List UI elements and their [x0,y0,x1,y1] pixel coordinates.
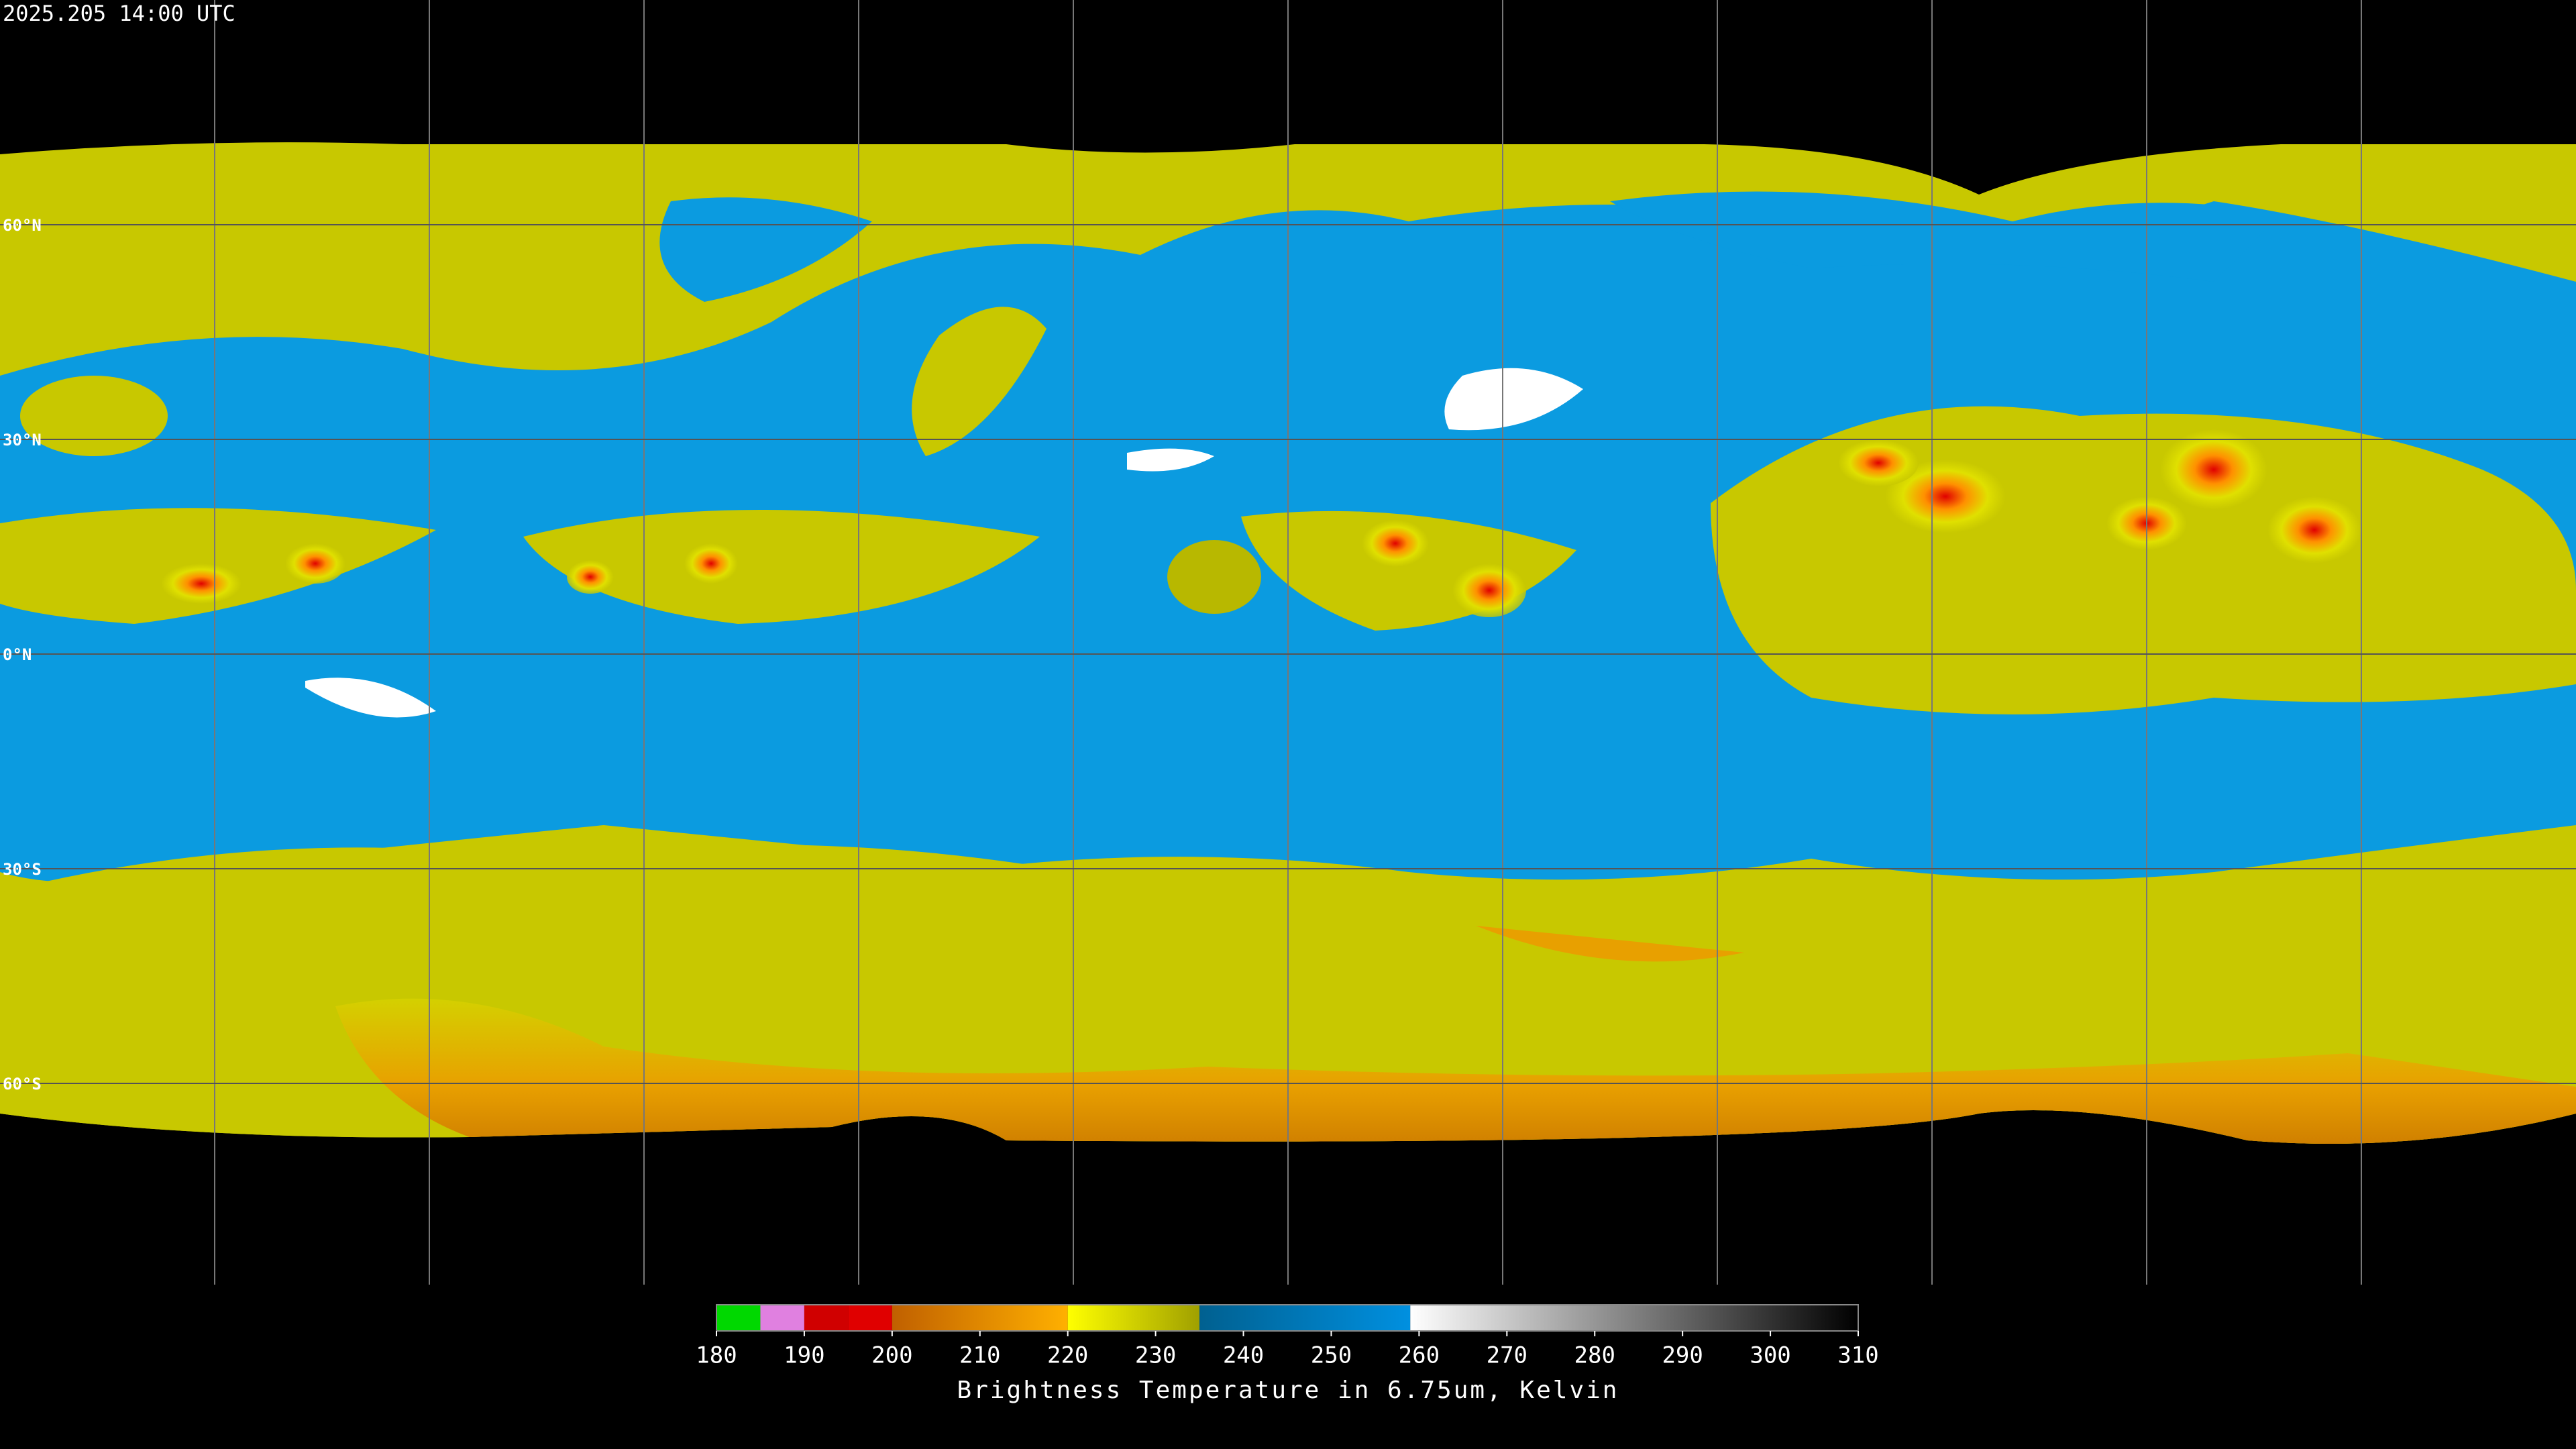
colorbar-tick-label: 310 [1837,1342,1878,1369]
colorbar-tick-label: 300 [1750,1342,1790,1369]
colorbar-segment [1067,1305,1200,1331]
colorbar-tick-label: 280 [1574,1342,1615,1369]
colorbar-tick-label: 250 [1311,1342,1352,1369]
colorbar-tick-label: 180 [696,1342,737,1369]
colorbar-tick-label: 270 [1487,1342,1527,1369]
latitude-label: 60°S [3,1075,42,1093]
latitude-label: 30°S [3,860,42,879]
colorbar-segment [1199,1305,1411,1331]
colorbar-tick-label: 230 [1135,1342,1176,1369]
colorbar-segment [848,1305,892,1331]
colorbar-tick-label: 210 [959,1342,1000,1369]
colorbar-tick-label: 290 [1662,1342,1703,1369]
latitude-label: 0°N [3,645,32,664]
colorbar-segment [760,1305,804,1331]
longitude-grid [214,0,2362,1285]
latitude-label: 30°N [3,431,42,449]
colorbar-tick-label: 260 [1399,1342,1440,1369]
latitude-label: 60°N [3,216,42,235]
timestamp: 2025.205 14:00 UTC [3,1,235,26]
colorbar-tick-label: 220 [1047,1342,1088,1369]
colorbar-tick-label: 240 [1223,1342,1264,1369]
colorbar-segment [1410,1305,1858,1331]
colorbar-tick-label: 200 [871,1342,912,1369]
colorbar-frame [716,1304,1859,1332]
colorbar-title: Brightness Temperature in 6.75um, Kelvin [957,1377,1619,1404]
colorbar-segment [804,1305,849,1331]
colorbar-segment [716,1305,761,1331]
colorbar-segment [892,1305,1068,1331]
colorbar-tick-label: 190 [784,1342,824,1369]
